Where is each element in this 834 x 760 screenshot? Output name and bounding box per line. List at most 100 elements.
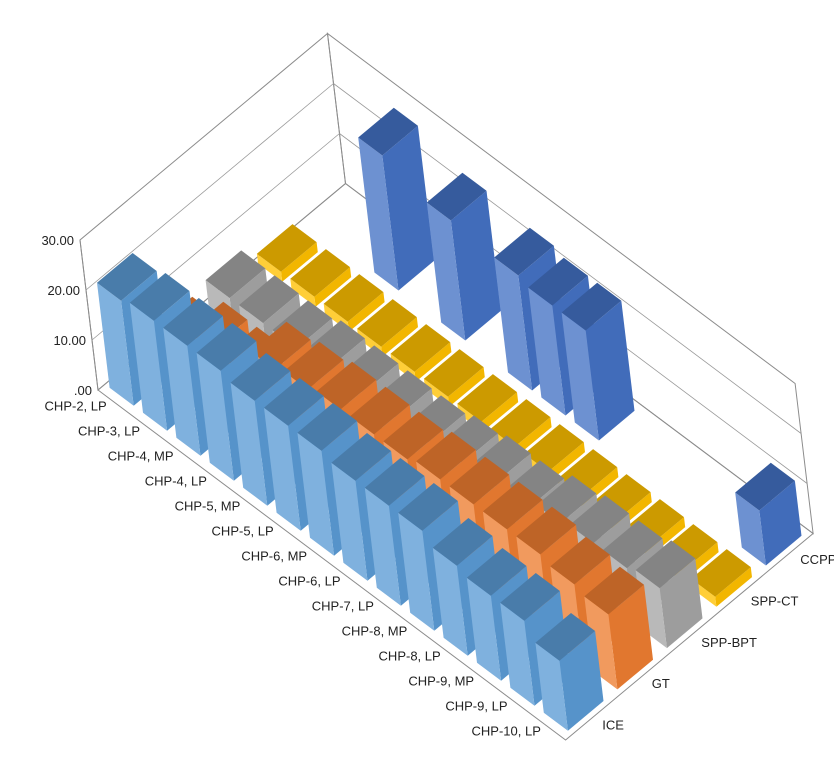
category-label: CHP-9, MP xyxy=(408,674,474,689)
category-label: CHP-4, MP xyxy=(108,449,174,464)
bar-face-front xyxy=(448,367,485,407)
bar-face-top xyxy=(163,298,223,346)
bar-face-front xyxy=(450,190,501,341)
category-label: CHP-5, MP xyxy=(175,499,241,514)
bar-face-top xyxy=(569,495,630,544)
bar-face-side xyxy=(256,253,283,282)
bar-CCPP-14 xyxy=(735,462,802,566)
bar-face-front xyxy=(281,242,318,282)
bar-face-front xyxy=(659,558,703,649)
bar-face-side xyxy=(494,257,533,391)
category-label: CHP-3, LP xyxy=(78,424,140,439)
bar-GT-14 xyxy=(584,566,653,690)
bar-face-front xyxy=(347,292,385,332)
bar-face-top xyxy=(196,323,257,371)
bar-face-side xyxy=(196,352,234,481)
bar-face-front xyxy=(559,631,604,731)
bar-CCPP-9 xyxy=(561,282,635,441)
series-label: SPP-BPT xyxy=(701,635,757,650)
bar-face-top xyxy=(297,403,358,451)
bar-face-top xyxy=(466,548,527,596)
bar-face-top xyxy=(449,456,510,505)
bar-face-front xyxy=(382,125,435,291)
bar-face-side xyxy=(264,407,301,531)
bar-face-top xyxy=(584,566,644,615)
bar-face-top xyxy=(494,227,554,276)
chart-labels: .00 10.00 20.00 30.00 CHP-2, LP CHP-3, LP CHP-… xyxy=(41,233,834,739)
bar-face-front xyxy=(548,442,585,482)
bar-face-top xyxy=(691,549,751,597)
bar-face-side xyxy=(561,312,599,441)
category-label: CHP-2, LP xyxy=(45,399,107,414)
bar-face-top xyxy=(357,299,417,347)
category-label: CHP-9, LP xyxy=(445,699,507,714)
bar-face-front xyxy=(608,584,653,690)
bar-face-side xyxy=(129,302,168,431)
bar-face-front xyxy=(481,392,519,432)
bar-CCPP-3 xyxy=(358,107,435,291)
category-label: CHP-7, LP xyxy=(312,599,374,614)
gridline-back-20 xyxy=(85,83,334,291)
bar-face-top xyxy=(323,274,384,322)
category-label: CHP-6, LP xyxy=(278,574,340,589)
bar-face-side xyxy=(290,278,316,307)
bar-face-top xyxy=(635,540,696,589)
category-label: CHP-5, LP xyxy=(212,524,274,539)
z-tick-label: 30.00 xyxy=(41,233,74,248)
z-tick-label: 20.00 xyxy=(47,283,80,298)
bar-face-top xyxy=(457,374,517,422)
bar-face-side xyxy=(331,462,368,581)
bar-face-top xyxy=(205,250,266,299)
bar-face-side xyxy=(398,512,435,631)
category-label: CHP-8, MP xyxy=(342,624,408,639)
chart-bars xyxy=(97,107,802,731)
bar-face-top xyxy=(283,341,344,390)
bar-face-side xyxy=(466,577,502,681)
bar-face-top xyxy=(423,349,484,397)
bar-face-top xyxy=(735,462,795,511)
bar-face-top xyxy=(398,483,458,531)
bar-face-top xyxy=(383,411,443,460)
bar-face-side xyxy=(426,202,466,341)
bar-face-front xyxy=(759,480,802,566)
bar-face-top xyxy=(239,275,299,324)
bar-face-top xyxy=(331,433,392,481)
bar-face-top xyxy=(230,353,291,401)
bar-face-top xyxy=(500,573,560,621)
bar-face-side xyxy=(500,602,535,706)
bar-face-top xyxy=(256,224,317,272)
bar-face-side xyxy=(584,596,618,690)
bar-face-top xyxy=(528,257,588,306)
series-label: GT xyxy=(652,676,670,691)
bar-face-top xyxy=(290,249,350,297)
bar-face-side xyxy=(297,432,335,556)
bar-face-top xyxy=(490,399,551,447)
bar-face-top xyxy=(482,481,543,530)
bar-face-top xyxy=(349,386,410,435)
bar-face-top xyxy=(535,613,596,661)
category-label: CHP-10, LP xyxy=(472,724,541,739)
bar-face-top xyxy=(97,253,157,301)
bar-face-top xyxy=(426,172,487,221)
bar-CCPP-5 xyxy=(426,172,501,341)
bar-SPP-CT-2 xyxy=(290,249,352,307)
bar-face-front xyxy=(381,317,418,357)
bar-face-top xyxy=(364,458,425,506)
bar-face-front xyxy=(715,567,752,607)
bar-face-top xyxy=(524,424,584,472)
bar-face-front xyxy=(229,268,269,324)
bar-face-top xyxy=(416,431,476,480)
bar-face-side xyxy=(535,642,568,731)
bar-face-side xyxy=(432,547,468,656)
bar-face-top xyxy=(602,520,663,569)
bar-face-top xyxy=(390,324,451,372)
bar-face-front xyxy=(585,300,635,441)
bar-face-top xyxy=(516,506,576,555)
z-axis-line xyxy=(79,239,99,391)
bar-SPP-CT-1 xyxy=(256,224,318,282)
bar-face-top xyxy=(264,378,324,426)
category-label: CHP-6, MP xyxy=(241,549,307,564)
bar-face-front xyxy=(514,417,552,457)
series-label: ICE xyxy=(602,717,624,732)
